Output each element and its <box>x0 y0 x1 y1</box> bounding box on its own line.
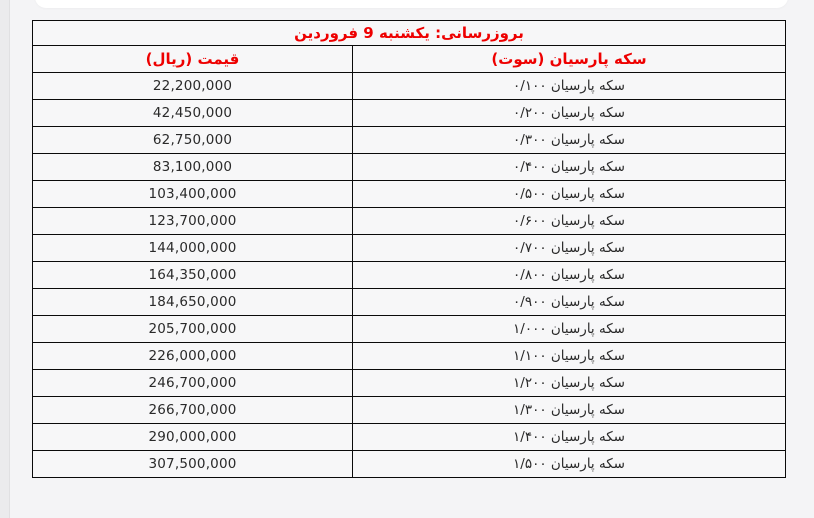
price-cell: 83,100,000 <box>31 153 354 181</box>
table-row: سکه پارسیان ۱/۲۰۰ 246,700,000 <box>31 369 786 397</box>
coin-cell: سکه پارسیان ۰/۶۰۰ <box>352 207 786 235</box>
price-cell: 62,750,000 <box>31 126 354 154</box>
page-scrollbar[interactable] <box>0 0 10 518</box>
table-row: سکه پارسیان ۱/۵۰۰ 307,500,000 <box>31 450 786 478</box>
price-cell: 290,000,000 <box>31 423 354 451</box>
table-title: بروزرسانی: یکشنبه 9 فروردین <box>32 20 786 46</box>
coin-cell: سکه پارسیان ۱/۵۰۰ <box>352 450 786 478</box>
table-row: سکه پارسیان ۰/۸۰۰ 164,350,000 <box>31 261 786 289</box>
table-row: سکه پارسیان ۰/۴۰۰ 83,100,000 <box>31 153 786 181</box>
table-row: سکه پارسیان ۱/۱۰۰ 226,000,000 <box>31 342 786 370</box>
table-title-row: بروزرسانی: یکشنبه 9 فروردین <box>32 20 786 46</box>
coin-cell: سکه پارسیان ۰/۸۰۰ <box>352 261 786 289</box>
table-row: سکه پارسیان ۰/۶۰۰ 123,700,000 <box>31 207 786 235</box>
header-card <box>35 0 788 8</box>
coin-cell: سکه پارسیان ۰/۳۰۰ <box>352 126 786 154</box>
table-row: سکه پارسیان ۱/۴۰۰ 290,000,000 <box>31 423 786 451</box>
price-cell: 42,450,000 <box>31 99 354 127</box>
price-cell: 266,700,000 <box>31 396 354 424</box>
price-cell: 144,000,000 <box>31 234 354 262</box>
price-cell: 205,700,000 <box>31 315 354 343</box>
table-row: سکه پارسیان ۰/۹۰۰ 184,650,000 <box>31 288 786 316</box>
coin-cell: سکه پارسیان ۰/۴۰۰ <box>352 153 786 181</box>
coin-cell: سکه پارسیان ۱/۴۰۰ <box>352 423 786 451</box>
price-cell: 307,500,000 <box>31 450 354 478</box>
coin-cell: سکه پارسیان ۰/۱۰۰ <box>352 72 786 100</box>
coin-cell: سکه پارسیان ۱/۱۰۰ <box>352 342 786 370</box>
coin-cell: سکه پارسیان ۱/۲۰۰ <box>352 369 786 397</box>
column-header-price: قیمت (ریال) <box>31 45 354 73</box>
coin-cell: سکه پارسیان ۰/۵۰۰ <box>352 180 786 208</box>
coin-cell: سکه پارسیان ۱/۰۰۰ <box>352 315 786 343</box>
coin-cell: سکه پارسیان ۰/۲۰۰ <box>352 99 786 127</box>
price-cell: 103,400,000 <box>31 180 354 208</box>
table-row: سکه پارسیان ۱/۰۰۰ 205,700,000 <box>31 315 786 343</box>
table-row: سکه پارسیان ۰/۲۰۰ 42,450,000 <box>31 99 786 127</box>
price-cell: 123,700,000 <box>31 207 354 235</box>
column-header-coin: سکه پارسیان (سوت) <box>352 45 786 73</box>
table-header-row: سکه پارسیان (سوت) قیمت (ریال) <box>31 45 786 73</box>
price-cell: 22,200,000 <box>31 72 354 100</box>
table-row: سکه پارسیان ۰/۵۰۰ 103,400,000 <box>31 180 786 208</box>
table-row: سکه پارسیان ۰/۱۰۰ 22,200,000 <box>31 72 786 100</box>
coin-cell: سکه پارسیان ۰/۷۰۰ <box>352 234 786 262</box>
table-row: سکه پارسیان ۰/۳۰۰ 62,750,000 <box>31 126 786 154</box>
table-row: سکه پارسیان ۱/۳۰۰ 266,700,000 <box>31 396 786 424</box>
coin-cell: سکه پارسیان ۰/۹۰۰ <box>352 288 786 316</box>
price-table: بروزرسانی: یکشنبه 9 فروردین سکه پارسیان … <box>31 20 786 478</box>
price-cell: 184,650,000 <box>31 288 354 316</box>
table-row: سکه پارسیان ۰/۷۰۰ 144,000,000 <box>31 234 786 262</box>
price-cell: 164,350,000 <box>31 261 354 289</box>
coin-cell: سکه پارسیان ۱/۳۰۰ <box>352 396 786 424</box>
price-cell: 226,000,000 <box>31 342 354 370</box>
price-cell: 246,700,000 <box>31 369 354 397</box>
